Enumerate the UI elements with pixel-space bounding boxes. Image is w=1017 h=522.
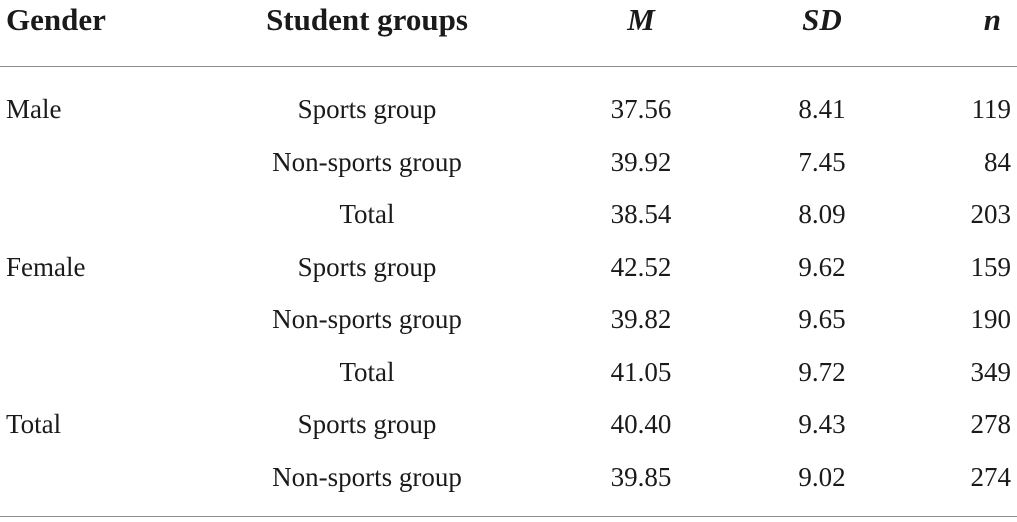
header-gender: Gender (6, 2, 106, 37)
cell-gender: Total (6, 409, 62, 439)
cell-mean: 39.85 (610, 462, 672, 492)
header-student-groups: Student groups (266, 2, 468, 37)
cell-gender: Female (6, 252, 86, 282)
cell-mean: 38.54 (610, 199, 672, 229)
cell-mean: 37.56 (610, 94, 672, 124)
cell-n: 274 (970, 462, 1012, 492)
header-n: n (983, 2, 1001, 37)
cell-n: 159 (970, 252, 1012, 282)
cell-sd: 9.62 (798, 252, 846, 282)
cell-n: 203 (970, 199, 1012, 229)
cell-n: 84 (984, 147, 1011, 177)
cell-mean: 40.40 (610, 409, 672, 439)
cell-sd: 7.45 (798, 147, 846, 177)
header-rule (0, 66, 1017, 67)
cell-mean: 41.05 (610, 357, 672, 387)
cell-student-group: Total (339, 199, 395, 229)
cell-n: 119 (971, 94, 1012, 124)
cell-sd: 9.43 (798, 409, 846, 439)
header-mean: M (627, 2, 655, 37)
header-sd: SD (802, 2, 842, 37)
cell-gender: Male (6, 94, 62, 124)
cell-mean: 39.82 (610, 304, 672, 334)
cell-n: 190 (970, 304, 1012, 334)
cell-sd: 8.41 (798, 94, 846, 124)
cell-student-group: Total (339, 357, 395, 387)
cell-mean: 42.52 (610, 252, 672, 282)
cell-student-group: Sports group (297, 409, 437, 439)
cell-student-group: Sports group (297, 94, 437, 124)
cell-sd: 9.72 (798, 357, 846, 387)
cell-sd: 9.65 (798, 304, 846, 334)
cell-sd: 9.02 (798, 462, 846, 492)
cell-sd: 8.09 (798, 199, 846, 229)
bottom-rule (0, 516, 1017, 517)
cell-student-group: Non-sports group (272, 462, 462, 492)
cell-mean: 39.92 (610, 147, 672, 177)
cell-student-group: Sports group (297, 252, 437, 282)
cell-student-group: Non-sports group (272, 304, 462, 334)
cell-n: 278 (970, 409, 1012, 439)
cell-n: 349 (970, 357, 1012, 387)
cell-student-group: Non-sports group (272, 147, 462, 177)
